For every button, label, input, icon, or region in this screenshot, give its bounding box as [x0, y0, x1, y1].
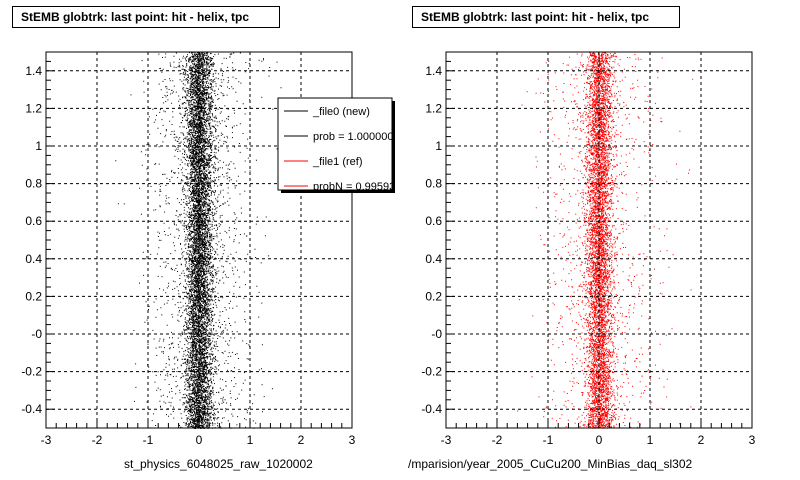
y-tick-label: 1.2 — [25, 101, 42, 115]
x-tick-label: 2 — [698, 433, 705, 447]
y-tick-label: 1.4 — [425, 64, 442, 78]
x-tick-label: 1 — [647, 433, 654, 447]
left-plot: -3 -2 -1 0 1 2 3 -0.4 -0.2 -0 0.2 0.4 0.6 0.8 1 1.2 1.4 — [21, 51, 356, 447]
legend-box — [277, 97, 393, 191]
y-tick-label: 0.4 — [425, 252, 442, 266]
x-tick-label: 1 — [247, 433, 254, 447]
left-ticks — [45, 51, 353, 428]
y-tick-label: 0.6 — [25, 214, 42, 228]
left-plot-title: StEMB globtrk: last point: hit - helix, … — [12, 6, 280, 28]
y-tick-label: -0 — [31, 327, 42, 341]
x-tick-label: -3 — [441, 433, 452, 447]
y-tick-label: 1.2 — [425, 101, 442, 115]
left-grid — [45, 52, 353, 428]
legend-entry-label: probN = 0.995930 — [313, 181, 401, 193]
legend-entry-label: prob = 1.000000 — [313, 131, 393, 143]
x-tick-label: 2 — [298, 433, 305, 447]
y-tick-label: -0.2 — [421, 365, 442, 379]
scatter-series--file0-new- — [115, 52, 282, 429]
y-tick-label: 0.8 — [25, 177, 42, 191]
left-scatter-points — [115, 52, 282, 429]
y-tick-label: 1 — [435, 139, 442, 153]
right-ticks — [445, 51, 753, 428]
left-tick-labels: -3 -2 -1 0 1 2 3 -0.4 -0.2 -0 0.2 0.4 0.6 0.8 1 1.2 1.4 — [21, 64, 355, 447]
y-tick-label: 1 — [35, 139, 42, 153]
x-tick-label: -1 — [543, 433, 554, 447]
y-tick-label: -0 — [431, 327, 442, 341]
legend-entry-label: _file1 (ref) — [312, 156, 363, 168]
x-tick-label: -1 — [143, 433, 154, 447]
right-plot-title: StEMB globtrk: last point: hit - helix, … — [412, 6, 680, 28]
y-tick-label: 0.2 — [425, 289, 442, 303]
right-grid — [445, 52, 753, 428]
y-tick-label: 0.2 — [25, 289, 42, 303]
x-tick-label: 0 — [196, 433, 203, 447]
y-tick-label: 1.4 — [25, 64, 42, 78]
x-tick-label: -2 — [92, 433, 103, 447]
right-plot: -3 -2 -1 0 1 2 3 -0.4 -0.2 -0 0.2 0.4 0.6 0.8 1 1.2 1.4 — [421, 51, 756, 447]
x-tick-label: 3 — [349, 433, 356, 447]
x-tick-label: -2 — [492, 433, 503, 447]
left-x-axis-label: st_physics_6048025_raw_1020002 — [124, 457, 313, 471]
y-tick-label: 0.4 — [25, 252, 42, 266]
y-tick-label: -0.4 — [21, 402, 42, 416]
x-tick-label: -3 — [41, 433, 52, 447]
right-tick-labels: -3 -2 -1 0 1 2 3 -0.4 -0.2 -0 0.2 0.4 0.6 0.8 1 1.2 1.4 — [421, 64, 755, 447]
right-x-axis-label: mparision/year_2005_CuCu200_MinBias_daq_… — [408, 457, 693, 471]
y-tick-label: 0.8 — [425, 177, 442, 191]
y-tick-label: -0.2 — [21, 365, 42, 379]
x-tick-label: 3 — [749, 433, 756, 447]
x-tick-label: 0 — [596, 433, 603, 447]
legend: _file0 (new) prob = 1.000000 _file1 (ref) p… — [277, 97, 401, 193]
legend-entry-label: _file0 (new) — [312, 106, 370, 118]
y-tick-label: 0.6 — [425, 214, 442, 228]
y-tick-label: -0.4 — [421, 402, 442, 416]
